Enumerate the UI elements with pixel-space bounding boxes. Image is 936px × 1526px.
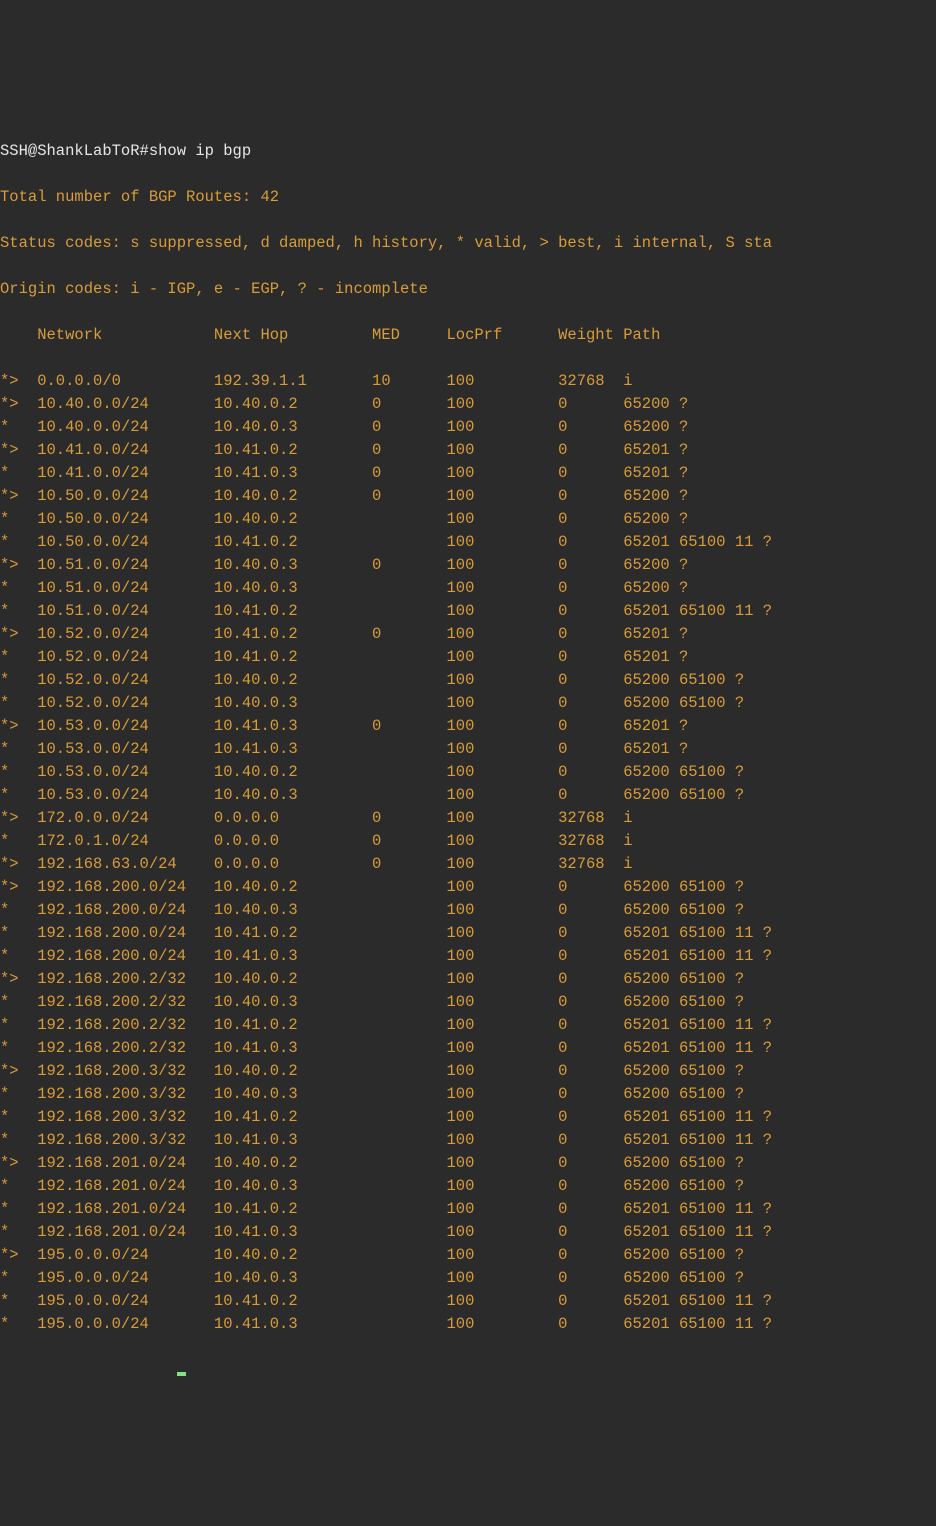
bgp-route-row: * 10.53.0.0/24 10.41.0.3 100 0 65201 ? [0, 738, 936, 761]
bgp-route-row: * 192.168.200.2/32 10.41.0.2 100 0 65201… [0, 1014, 936, 1037]
bgp-route-row: * 192.168.200.3/32 10.41.0.2 100 0 65201… [0, 1106, 936, 1129]
total-routes-line: Total number of BGP Routes: 42 [0, 186, 936, 209]
bgp-route-row: * 10.51.0.0/24 10.40.0.3 100 0 65200 ? [0, 577, 936, 600]
terminal-cursor [177, 1372, 186, 1376]
bgp-route-row: * 192.168.200.2/32 10.41.0.3 100 0 65201… [0, 1037, 936, 1060]
bgp-route-row: * 195.0.0.0/24 10.41.0.2 100 0 65201 651… [0, 1290, 936, 1313]
bgp-route-row: * 10.50.0.0/24 10.41.0.2 100 0 65201 651… [0, 531, 936, 554]
bgp-route-row: *> 192.168.201.0/24 10.40.0.2 100 0 6520… [0, 1152, 936, 1175]
bgp-route-row: * 192.168.201.0/24 10.40.0.3 100 0 65200… [0, 1175, 936, 1198]
bgp-route-row: * 192.168.200.0/24 10.41.0.3 100 0 65201… [0, 945, 936, 968]
bgp-route-row: * 195.0.0.0/24 10.40.0.3 100 0 65200 651… [0, 1267, 936, 1290]
bgp-route-row: * 172.0.1.0/24 0.0.0.0 0 100 32768 i [0, 830, 936, 853]
bgp-route-row: *> 192.168.63.0/24 0.0.0.0 0 100 32768 i [0, 853, 936, 876]
bgp-route-row: * 10.50.0.0/24 10.40.0.2 100 0 65200 ? [0, 508, 936, 531]
bgp-route-row: *> 195.0.0.0/24 10.40.0.2 100 0 65200 65… [0, 1244, 936, 1267]
bgp-route-row: *> 10.53.0.0/24 10.41.0.3 0 100 0 65201 … [0, 715, 936, 738]
bgp-route-row: * 192.168.200.3/32 10.41.0.3 100 0 65201… [0, 1129, 936, 1152]
bgp-route-row: *> 10.41.0.0/24 10.41.0.2 0 100 0 65201 … [0, 439, 936, 462]
status-codes-line: Status codes: s suppressed, d damped, h … [0, 232, 936, 255]
bgp-route-row: * 192.168.201.0/24 10.41.0.2 100 0 65201… [0, 1198, 936, 1221]
bgp-route-row: * 10.40.0.0/24 10.40.0.3 0 100 0 65200 ? [0, 416, 936, 439]
bgp-route-row: * 10.52.0.0/24 10.41.0.2 100 0 65201 ? [0, 646, 936, 669]
bgp-route-row: * 192.168.200.2/32 10.40.0.3 100 0 65200… [0, 991, 936, 1014]
bgp-route-row: *> 10.51.0.0/24 10.40.0.3 0 100 0 65200 … [0, 554, 936, 577]
bgp-route-row: * 192.168.201.0/24 10.41.0.3 100 0 65201… [0, 1221, 936, 1244]
prompt-command: show ip bgp [149, 142, 251, 160]
bgp-route-row: * 10.41.0.0/24 10.41.0.3 0 100 0 65201 ? [0, 462, 936, 485]
bgp-route-row: * 192.168.200.0/24 10.41.0.2 100 0 65201… [0, 922, 936, 945]
bgp-route-row: * 195.0.0.0/24 10.41.0.3 100 0 65201 651… [0, 1313, 936, 1336]
column-header-row: Network Next Hop MED LocPrf Weight Path [0, 324, 936, 347]
bgp-route-row: *> 10.50.0.0/24 10.40.0.2 0 100 0 65200 … [0, 485, 936, 508]
bgp-route-row: *> 192.168.200.2/32 10.40.0.2 100 0 6520… [0, 968, 936, 991]
bgp-route-row: * 192.168.200.0/24 10.40.0.3 100 0 65200… [0, 899, 936, 922]
prompt-line: SSH@ShankLabToR#show ip bgp [0, 140, 936, 163]
bgp-route-row: * 10.53.0.0/24 10.40.0.2 100 0 65200 651… [0, 761, 936, 784]
bgp-route-row: *> 10.52.0.0/24 10.41.0.2 0 100 0 65201 … [0, 623, 936, 646]
bgp-route-row: *> 192.168.200.3/32 10.40.0.2 100 0 6520… [0, 1060, 936, 1083]
bgp-route-row: *> 172.0.0.0/24 0.0.0.0 0 100 32768 i [0, 807, 936, 830]
bgp-route-row: * 10.52.0.0/24 10.40.0.3 100 0 65200 651… [0, 692, 936, 715]
bgp-route-row: * 10.51.0.0/24 10.41.0.2 100 0 65201 651… [0, 600, 936, 623]
cursor-pad [0, 1361, 177, 1379]
terminal-output[interactable]: SSH@ShankLabToR#show ip bgp Total number… [0, 115, 936, 1411]
bgp-route-row: *> 0.0.0.0/0 192.39.1.1 10 100 32768 i [0, 370, 936, 393]
cursor-line [0, 1359, 936, 1382]
bgp-route-row: * 192.168.200.3/32 10.40.0.3 100 0 65200… [0, 1083, 936, 1106]
bgp-route-row: *> 192.168.200.0/24 10.40.0.2 100 0 6520… [0, 876, 936, 899]
prompt-host: SSH@ShankLabToR# [0, 142, 149, 160]
origin-codes-line: Origin codes: i - IGP, e - EGP, ? - inco… [0, 278, 936, 301]
bgp-route-table: *> 0.0.0.0/0 192.39.1.1 10 100 32768 i*>… [0, 370, 936, 1336]
bgp-route-row: *> 10.40.0.0/24 10.40.0.2 0 100 0 65200 … [0, 393, 936, 416]
bgp-route-row: * 10.52.0.0/24 10.40.0.2 100 0 65200 651… [0, 669, 936, 692]
bgp-route-row: * 10.53.0.0/24 10.40.0.3 100 0 65200 651… [0, 784, 936, 807]
